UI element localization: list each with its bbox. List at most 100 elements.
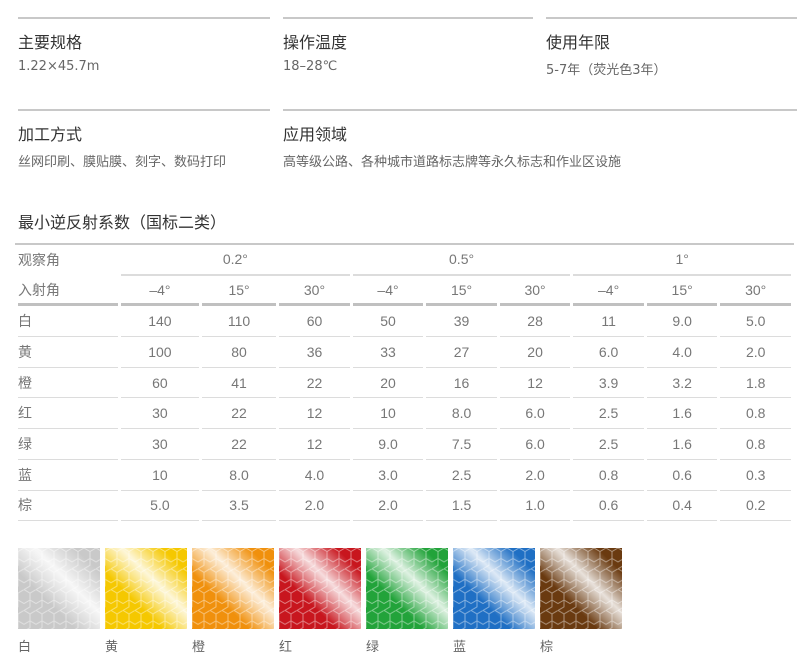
table-cell: 0.6 bbox=[573, 491, 644, 522]
table-row: 绿 30 22 12 9.0 7.5 6.0 2.5 1.6 0.8 bbox=[18, 429, 791, 460]
color-swatch bbox=[453, 548, 535, 629]
table-cell: 3.2 bbox=[646, 368, 718, 399]
table-cell: 28 bbox=[499, 306, 571, 338]
observation-angle-row: 观察角 0.2° 0.5° 1° bbox=[18, 245, 791, 276]
table-cell: 6.0 bbox=[499, 429, 571, 460]
retroreflection-table: 观察角 0.2° 0.5° 1° 入射角 –4° 15° 30° –4° 15° 30° –… bbox=[15, 243, 794, 522]
table-cell: 0.8 bbox=[573, 460, 644, 491]
table-cell: 12 bbox=[499, 368, 571, 399]
spec-title: 加工方式 bbox=[18, 125, 83, 144]
table-cell: 8.0 bbox=[201, 460, 277, 491]
entrance-angle: –4° bbox=[352, 276, 424, 307]
table-cell: 7.5 bbox=[426, 429, 497, 460]
table-cell: 9.0 bbox=[352, 429, 424, 460]
table-cell: 2.0 bbox=[352, 491, 424, 522]
color-swatch bbox=[279, 548, 361, 629]
table-cell: 8.0 bbox=[426, 398, 497, 430]
spec-temperature: 操作温度 18–28℃ bbox=[283, 17, 533, 74]
table-cell: 22 bbox=[279, 368, 350, 399]
table-cell: 10 bbox=[121, 460, 199, 491]
table-cell: 3.0 bbox=[352, 460, 424, 491]
table-cell: 1.6 bbox=[646, 429, 718, 460]
entrance-angle: 15° bbox=[201, 276, 277, 307]
table-cell: 1.0 bbox=[499, 491, 571, 522]
color-swatch bbox=[105, 548, 187, 629]
entrance-angle: 30° bbox=[720, 276, 791, 307]
color-swatch bbox=[540, 548, 622, 629]
table-cell: 3.9 bbox=[573, 368, 644, 399]
spec-title: 操作温度 bbox=[283, 33, 348, 52]
entrance-angle: –4° bbox=[121, 276, 199, 307]
spec-size: 主要规格 1.22×45.7m bbox=[18, 17, 270, 74]
table-cell: 2.5 bbox=[573, 429, 644, 460]
table-cell: 16 bbox=[426, 368, 497, 399]
spec-value: 1.22×45.7m bbox=[18, 59, 100, 74]
table-cell: 0.4 bbox=[646, 491, 718, 522]
table-cell: 27 bbox=[426, 337, 497, 368]
row-color-label: 橙 bbox=[18, 368, 118, 399]
spec-title: 主要规格 bbox=[18, 33, 83, 52]
table-cell: 5.0 bbox=[720, 306, 791, 338]
swatch-label: 白 bbox=[18, 640, 32, 655]
table-cell: 39 bbox=[426, 306, 497, 338]
table-cell: 33 bbox=[352, 337, 424, 368]
table-row: 棕 5.0 3.5 2.0 2.0 1.5 1.0 0.6 0.4 0.2 bbox=[18, 491, 791, 522]
observation-label: 观察角 bbox=[18, 253, 60, 270]
spec-title: 应用领域 bbox=[283, 125, 348, 144]
table-cell: 0.2 bbox=[720, 491, 791, 522]
observation-angle: 0.5° bbox=[352, 245, 571, 276]
swatch-label: 蓝 bbox=[453, 640, 467, 655]
table-cell: 12 bbox=[279, 429, 350, 460]
table-cell: 1.8 bbox=[720, 368, 791, 399]
table-cell: 22 bbox=[201, 429, 277, 460]
table-cell: 2.5 bbox=[573, 398, 644, 430]
table-cell: 20 bbox=[499, 337, 571, 368]
table-cell: 30 bbox=[121, 429, 199, 460]
color-swatch bbox=[366, 548, 448, 629]
table-cell: 2.5 bbox=[426, 460, 497, 491]
spec-value: 18–28℃ bbox=[283, 59, 338, 74]
table-cell: 4.0 bbox=[646, 337, 718, 368]
table-cell: 140 bbox=[121, 306, 199, 338]
table-cell: 50 bbox=[352, 306, 424, 338]
row-color-label: 蓝 bbox=[18, 460, 118, 491]
table-cell: 0.6 bbox=[646, 460, 718, 491]
table-cell: 6.0 bbox=[573, 337, 644, 368]
table-cell: 2.0 bbox=[720, 337, 791, 368]
table-cell: 10 bbox=[352, 398, 424, 430]
table-title: 最小逆反射系数（国标二类） bbox=[18, 213, 227, 232]
row-color-label: 绿 bbox=[18, 429, 118, 460]
table-cell: 22 bbox=[201, 398, 277, 430]
spec-value: 5-7年（荧光色3年） bbox=[546, 63, 667, 78]
spec-value: 丝网印刷、膜贴膜、刻字、数码打印 bbox=[18, 155, 227, 170]
table-row: 红 30 22 12 10 8.0 6.0 2.5 1.6 0.8 bbox=[18, 398, 791, 430]
entrance-angle: 15° bbox=[426, 276, 497, 307]
table-cell: 6.0 bbox=[499, 398, 571, 430]
entrance-angle: 30° bbox=[279, 276, 350, 307]
swatch-label: 绿 bbox=[366, 640, 380, 655]
table-cell: 60 bbox=[279, 306, 350, 338]
spec-processing: 加工方式 丝网印刷、膜贴膜、刻字、数码打印 bbox=[18, 109, 270, 170]
table-cell: 36 bbox=[279, 337, 350, 368]
table-cell: 1.6 bbox=[646, 398, 718, 430]
table-cell: 100 bbox=[121, 337, 199, 368]
table-cell: 2.0 bbox=[499, 460, 571, 491]
entrance-angle: 30° bbox=[499, 276, 571, 307]
table-cell: 41 bbox=[201, 368, 277, 399]
swatch-label: 橙 bbox=[192, 640, 206, 655]
table-row: 黄 100 80 36 33 27 20 6.0 4.0 2.0 bbox=[18, 337, 791, 368]
table-cell: 0.8 bbox=[720, 398, 791, 430]
table-cell: 5.0 bbox=[121, 491, 199, 522]
observation-angle: 0.2° bbox=[121, 245, 350, 276]
spec-application: 应用领域 高等级公路、各种城市道路标志牌等永久标志和作业区设施 bbox=[283, 109, 797, 170]
spec-lifetime: 使用年限 5-7年（荧光色3年） bbox=[546, 17, 797, 78]
table-cell: 11 bbox=[573, 306, 644, 338]
entrance-angle: 15° bbox=[646, 276, 718, 307]
row-color-label: 黄 bbox=[18, 337, 118, 368]
table-cell: 60 bbox=[121, 368, 199, 399]
row-color-label: 红 bbox=[18, 398, 118, 430]
spec-value: 高等级公路、各种城市道路标志牌等永久标志和作业区设施 bbox=[283, 155, 622, 170]
entrance-angle-row: 入射角 –4° 15° 30° –4° 15° 30° –4° 15° 30° bbox=[18, 276, 791, 307]
table-cell: 9.0 bbox=[646, 306, 718, 338]
spec-title: 使用年限 bbox=[546, 33, 611, 52]
